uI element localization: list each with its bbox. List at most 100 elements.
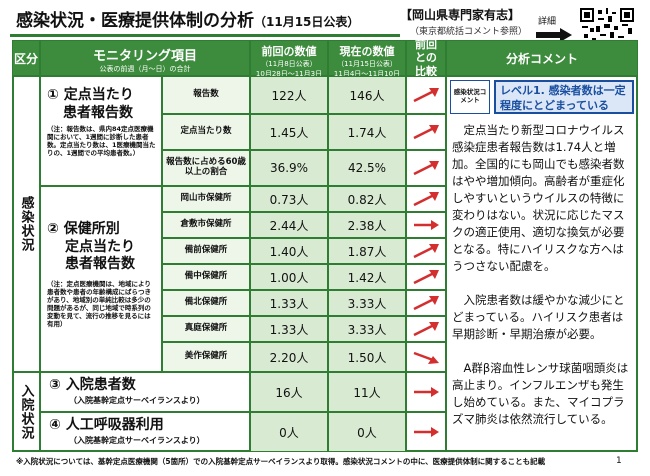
row-prev-value: 1.33人 <box>250 316 328 342</box>
section-infection: 感染状況 <box>12 76 40 372</box>
row-compare <box>406 342 446 372</box>
title-date: （11月15日公表） <box>254 15 360 29</box>
analysis-panel <box>446 76 638 452</box>
row-compare <box>406 238 446 264</box>
expert-label: 【岡山県専門家有志】 <box>400 8 521 22</box>
row-curr-value: 11人 <box>328 372 406 412</box>
arrow-up-right-icon <box>413 244 439 259</box>
row-compare <box>406 114 446 150</box>
col-curr-sub1: （11月15日公表） <box>337 60 397 68</box>
row-curr-value: 1.87人 <box>328 238 406 264</box>
arrow-up-right-icon <box>413 161 439 176</box>
row-prev-value: 1.45人 <box>250 114 328 150</box>
col-item: モニタリング項目 公表の前週（月～日）の合計 <box>40 40 250 76</box>
row-compare <box>406 290 446 316</box>
detail-link[interactable]: 詳細 <box>538 17 557 27</box>
comment-p2: 入院患者数は緩やかな減少にとどまっている。ハイリスク患者は早期診断・早期治療が必… <box>452 293 625 341</box>
item-ventilator: ④ 人工呼吸器利用 （入院基幹定点サーベイランスより） <box>40 412 250 452</box>
row-compare <box>406 150 446 186</box>
arrow-right-icon <box>536 28 572 42</box>
row-prev-value: 36.9% <box>250 150 328 186</box>
arrow-up-right-icon <box>413 296 439 311</box>
col-curr: 現在の数値 （11月15日公表） 11月4日～11月10日 <box>328 40 406 78</box>
col-curr-sub2: 11月4日～11月10日 <box>333 70 401 78</box>
row-label: 報告数 <box>162 76 250 114</box>
row-curr-value: 42.5% <box>328 150 406 186</box>
page-number: 1 <box>616 456 622 466</box>
comment-p1: 定点当たり新型コロナウイルス感染症患者報告数は1.74人と増加。全国的にも岡山で… <box>452 123 625 273</box>
section-hospital: 入院状況 <box>12 372 40 452</box>
sentinel-note: （注：報告数は、県内84定点医療機関において、1週間に診断した患者数。定点当たり… <box>47 125 156 158</box>
comment-p3: A群β溶血性レンサ球菌咽頭炎は高止まり。インフルエンザも発生し始めている。また、… <box>452 361 629 426</box>
col-prev-sub2: 10月28日～11月3日 <box>255 70 323 78</box>
col-category: 区分 <box>12 40 40 76</box>
hosp-title: ③ 入院患者数 <box>49 377 136 393</box>
arrow-right-icon <box>414 387 439 397</box>
col-analysis: 分析コメント <box>446 40 638 76</box>
row-label: 定点当たり数 <box>162 114 250 150</box>
vent-title: ④ 人工呼吸器利用 <box>49 417 164 433</box>
arrow-up-right-icon <box>413 192 439 207</box>
health-title3: 患者報告数 <box>65 256 135 272</box>
arrow-right-icon <box>414 220 439 230</box>
row-prev-value: 0.73人 <box>250 186 328 212</box>
row-prev-value: 0人 <box>250 412 328 452</box>
vent-sub: （入院基幹定点サーベイランスより） <box>69 435 205 445</box>
col-item-label: モニタリング項目 <box>92 49 197 64</box>
row-label: 真庭保健所 <box>162 316 250 342</box>
row-curr-value: 2.38人 <box>328 212 406 238</box>
health-title2: 定点当たり <box>65 238 135 255</box>
row-compare <box>406 186 446 212</box>
expert-sub: （東京都統括コメント参照） <box>410 27 528 37</box>
sentinel-title1: ① 定点当たり <box>47 87 134 103</box>
row-compare <box>406 76 446 114</box>
row-compare <box>406 264 446 290</box>
row-compare <box>406 412 446 452</box>
row-compare <box>406 212 446 238</box>
col-prev: 前回の数値 （11月8日公表） 10月28日～11月3日 <box>250 40 328 78</box>
level-badge: レベル1. 感染者数は一定程度にとどまっている <box>494 80 634 114</box>
col-prev-sub1: （11月8日公表） <box>261 60 317 68</box>
row-curr-value: 146人 <box>328 76 406 114</box>
row-label: 備北保健所 <box>162 290 250 316</box>
col-prev-label: 前回の数値 <box>261 45 317 58</box>
row-curr-value: 3.33人 <box>328 316 406 342</box>
hosp-sub: （入院基幹定点サーベイランスより） <box>69 395 205 405</box>
row-label: 美作保健所 <box>162 342 250 372</box>
row-label: 備前保健所 <box>162 238 250 264</box>
health-title1: ② 保健所別 <box>47 221 120 237</box>
row-prev-value: 1.00人 <box>250 264 328 290</box>
row-label: 岡山市保健所 <box>162 186 250 212</box>
row-compare <box>406 372 446 412</box>
arrow-up-right-icon <box>413 88 439 103</box>
row-prev-value: 122人 <box>250 76 328 114</box>
row-label: 備中保健所 <box>162 264 250 290</box>
col-curr-label: 現在の数値 <box>339 45 395 58</box>
row-prev-value: 2.44人 <box>250 212 328 238</box>
row-curr-value: 1.50人 <box>328 342 406 372</box>
title-main: 感染状況・医療提供体制の分析 <box>16 11 254 31</box>
row-prev-value: 2.20人 <box>250 342 328 372</box>
row-prev-value: 1.33人 <box>250 290 328 316</box>
arrow-up-right-icon <box>413 322 439 337</box>
health-note: （注：定点医療機関は、地域により患者数や患者の年齢構成にばらつきがあり、地域別の… <box>47 279 151 329</box>
row-label: 倉敷市保健所 <box>162 212 250 238</box>
row-curr-value: 0人 <box>328 412 406 452</box>
footnote: ※入院状況については、基幹定点医療機関（5箇所）での入院基幹定点サーベイランスよ… <box>16 457 546 466</box>
arrow-up-right-icon <box>413 125 439 140</box>
item-health-center: ② 保健所別 定点当たり 患者報告数 （注：定点医療機関は、地域により患者数や患… <box>40 186 162 372</box>
arrow-down-right-icon <box>413 351 439 364</box>
col-compare: 前回との比較 <box>406 38 446 78</box>
page-title: 感染状況・医療提供体制の分析（11月15日公表） <box>16 4 359 38</box>
sentinel-title2: 患者報告数 <box>63 104 133 121</box>
row-prev-value: 1.40人 <box>250 238 328 264</box>
arrow-right-icon <box>414 427 439 437</box>
row-curr-value: 1.74人 <box>328 114 406 150</box>
row-curr-value: 3.33人 <box>328 290 406 316</box>
arrow-up-right-icon <box>413 270 439 285</box>
comment-tag: 感染状況コメント <box>450 80 490 114</box>
item-sentinel: ① 定点当たり 患者報告数 （注：報告数は、県内84定点医療機関において、1週間… <box>40 76 162 186</box>
row-prev-value: 16人 <box>250 372 328 412</box>
col-item-sub: 公表の前週（月～日）の合計 <box>99 65 191 73</box>
title-underline <box>10 34 400 37</box>
